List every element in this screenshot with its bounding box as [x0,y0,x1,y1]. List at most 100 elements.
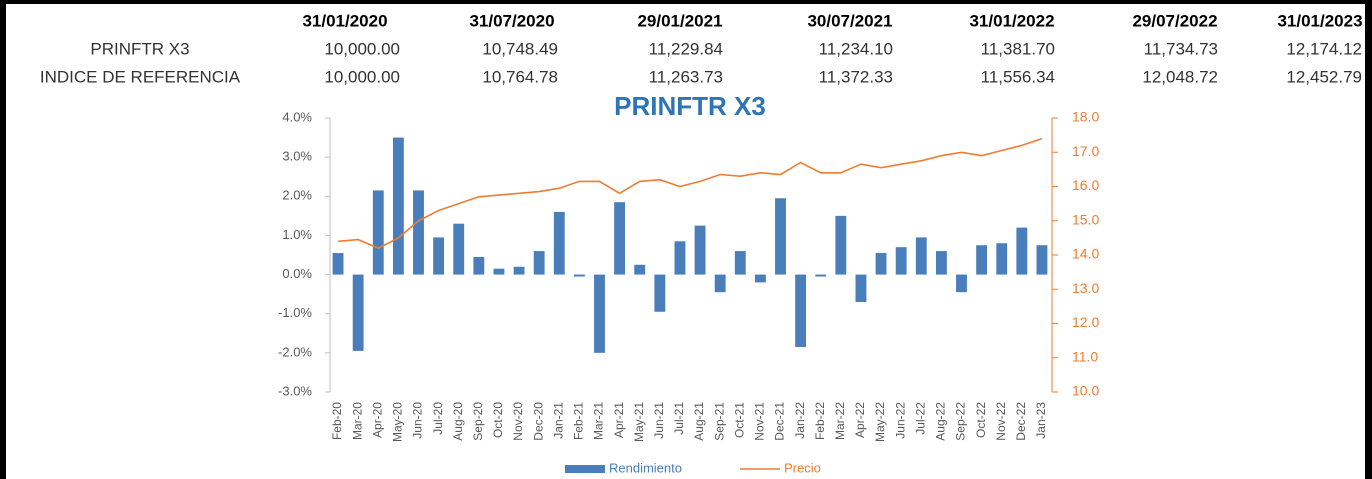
legend-label: Precio [784,460,821,475]
bar [855,274,867,302]
x-tick-label: Apr-21 [612,402,626,438]
y-tick-label: 4.0% [282,109,312,124]
frame-left [0,0,6,479]
row-label: INDICE DE REFERENCIA [40,67,241,86]
x-tick-label: Nov-21 [753,402,767,441]
table-header: 30/07/2021 [807,11,892,30]
bar [332,253,344,275]
x-tick-label: Jan-23 [1034,402,1048,439]
bar [775,198,786,275]
table-cell: 10,000.00 [324,67,400,86]
table-cell: 11,263.73 [649,67,723,86]
y-tick-label: -1.0% [278,305,312,320]
bar [1016,227,1028,275]
bar [513,266,525,275]
y2-tick-label: 12.0 [1072,314,1099,330]
bar [714,274,726,293]
table-header: 31/01/2020 [302,11,387,30]
x-tick-label: Dec-20 [531,402,545,441]
bar [875,253,887,275]
x-tick-label: Oct-22 [974,402,988,438]
x-tick-label: Jul-20 [431,402,445,435]
x-tick-label: Nov-22 [994,402,1008,441]
x-tick-label: Feb-21 [572,402,586,440]
x-tick-label: Aug-22 [934,402,948,441]
bar [473,256,485,275]
table-header: 31/01/2023 [1277,11,1362,30]
x-tick-label: Jun-20 [411,402,425,439]
table-cell: 11,372.33 [819,67,893,86]
y2-tick-label: 13.0 [1072,280,1099,296]
x-tick-label: Mar-22 [833,402,847,440]
bar [815,274,827,277]
x-tick-label: Aug-20 [451,402,465,441]
y2-tick-label: 17.0 [1072,143,1099,159]
bar [614,202,626,275]
bar [734,251,746,275]
x-tick-label: Jul-22 [913,402,927,435]
legend-label: Rendimiento [609,460,682,475]
table-cell: 11,734.73 [1144,39,1218,58]
x-tick-label: Jan-21 [551,402,565,439]
table-header: 29/07/2022 [1132,11,1217,30]
x-tick-label: May-22 [873,402,887,442]
x-tick-label: Oct-21 [732,402,746,438]
x-tick-label: Feb-22 [813,402,827,440]
table-cell: 10,000.00 [324,39,400,58]
chart-title: PRINFTR X3 [614,91,766,121]
x-tick-label: Apr-22 [853,402,867,438]
y2-tick-label: 16.0 [1072,177,1099,193]
y2-tick-label: 10.0 [1072,383,1099,399]
legend-swatch [565,465,605,473]
bar [453,223,465,275]
table-header: 31/07/2020 [469,11,554,30]
x-tick-label: Nov-20 [511,402,525,441]
line [338,137,1043,250]
x-tick-label: Dec-22 [1014,402,1028,441]
bar [835,215,847,275]
x-tick-label: Sep-20 [471,402,485,441]
x-tick-label: Mar-21 [592,402,606,440]
bar [1036,245,1048,275]
table-cell: 12,048.72 [1142,67,1218,86]
y-tick-label: 0.0% [282,266,312,281]
bar [533,251,545,275]
bar [553,211,565,275]
x-tick-label: Feb-20 [330,402,344,440]
x-tick-label: Oct-20 [491,402,505,438]
bar [372,190,384,275]
x-tick-label: Jan-22 [793,402,807,439]
bar [996,243,1008,275]
table-cell: 10,748.49 [482,39,558,58]
table-cell: 10,764.78 [482,67,558,86]
x-tick-label: Sep-22 [954,402,968,441]
y-tick-label: 2.0% [282,188,312,203]
x-tick-label: Sep-21 [712,402,726,441]
bar [795,274,807,347]
table-cell: 12,452.79 [1286,67,1362,86]
table-cell: 11,234.10 [819,39,893,58]
x-tick-label: Jun-21 [652,402,666,439]
bar [935,251,947,275]
y2-tick-label: 18.0 [1072,109,1099,125]
bar [754,274,766,283]
table-header: 31/01/2022 [969,11,1054,30]
row-label: PRINFTR X3 [90,39,189,58]
table-cell: 12,174.12 [1286,39,1362,58]
table-cell: 11,556.34 [981,67,1055,86]
x-tick-label: Mar-20 [350,402,364,440]
x-tick-label: May-20 [391,402,405,442]
bar [694,225,706,275]
frame-right [1365,0,1372,479]
y-tick-label: -2.0% [278,344,312,359]
bar [413,190,424,275]
y-tick-label: 3.0% [282,149,312,164]
bar [634,264,646,275]
x-tick-label: Apr-20 [370,402,384,438]
y-tick-label: -3.0% [278,383,312,398]
x-tick-label: Jun-22 [893,402,907,439]
frame-top [0,0,1372,4]
x-tick-label: Dec-21 [773,402,787,441]
bar [573,274,585,277]
